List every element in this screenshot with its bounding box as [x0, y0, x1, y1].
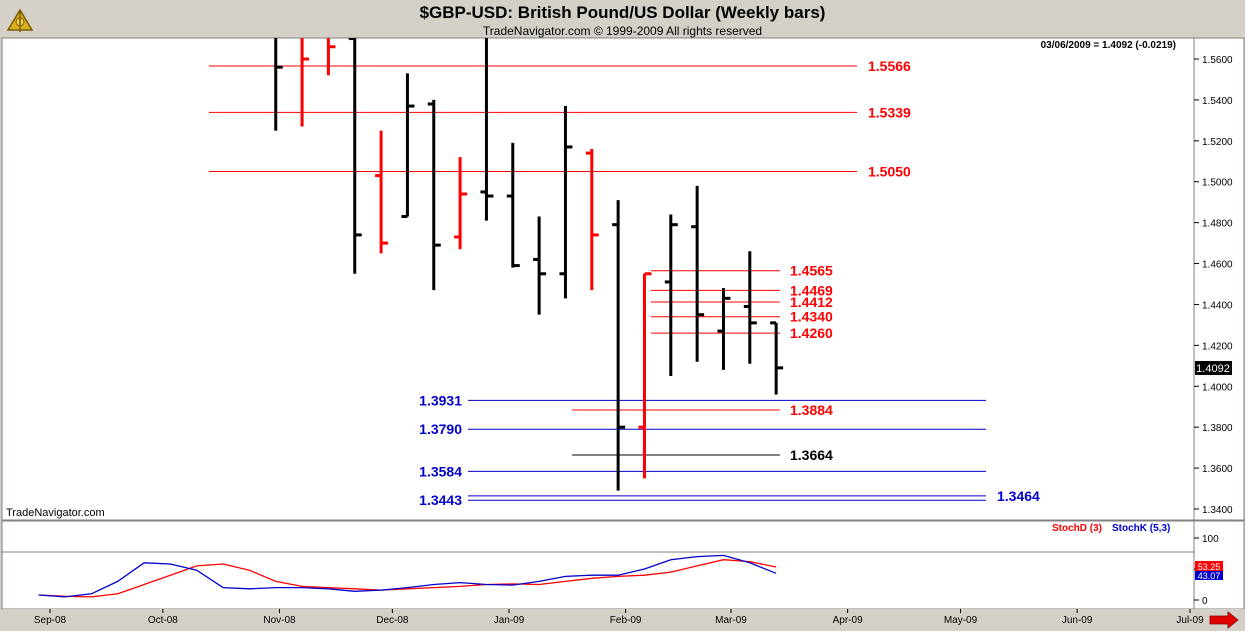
price-tick-label: 1.4600 [1202, 260, 1233, 271]
time-tick-label: May-09 [944, 615, 978, 626]
time-axis-panel [2, 609, 1244, 630]
stoch-k-value-label: 43.07 [1198, 571, 1221, 581]
chart-title: $GBP-USD: British Pound/US Dollar (Weekl… [419, 3, 826, 22]
price-tick-label: 1.4800 [1202, 219, 1233, 230]
price-level-label: 1.3584 [419, 463, 462, 479]
price-tick-label: 1.4200 [1202, 341, 1233, 352]
stoch-d-line [38, 559, 777, 598]
price-level-label: 1.4340 [790, 309, 833, 325]
price-level-label: 1.3464 [997, 488, 1040, 504]
price-axis: 1.3400 1.3600 1.3800 1.4000 1.4200 1.4400 1.46… [1194, 55, 1233, 516]
arrow-right-icon [1209, 611, 1239, 629]
price-level-label: 1.5566 [868, 58, 911, 74]
price-level-label: 1.4469 [790, 282, 833, 298]
price-tick-label: 1.5000 [1202, 178, 1233, 189]
stoch-k-value-box [1195, 571, 1223, 580]
price-level-label: 1.3664 [790, 447, 833, 463]
price-level-label: 1.3443 [419, 492, 462, 508]
stoch-layer [38, 554, 777, 598]
time-tick-label: Nov-08 [263, 615, 296, 626]
time-tick-label: Jun-09 [1062, 615, 1093, 626]
time-tick-label: Jan-09 [494, 615, 525, 626]
last-price-label: 1.4092 [1196, 363, 1230, 375]
levels-layer: 1.5566 1.5339 1.5050 1.4565 1.44691.44121.43… [209, 58, 1040, 508]
time-tick-label: Feb-09 [610, 615, 642, 626]
stoch-k-legend: StochK (5,3) [1112, 523, 1170, 534]
price-level-label: 1.3931 [419, 392, 462, 408]
price-level-label: 1.5050 [868, 164, 911, 180]
stoch-d-value-label: 53.25 [1198, 562, 1221, 572]
time-tick-label: Jul-09 [1176, 615, 1204, 626]
stoch-d-legend: StochD (3) [1052, 523, 1102, 534]
price-axis-panel [1193, 37, 1245, 521]
price-level-label: 1.5339 [868, 104, 911, 120]
watermark-text: TradeNavigator.com [6, 507, 105, 519]
stoch-tick-label: 100 [1202, 534, 1219, 545]
time-axis: Sep-08 Oct-08 Nov-08 Dec-08 Jan-09 Feb-09 Mar-… [34, 609, 1204, 626]
price-panel[interactable] [1, 37, 1195, 521]
price-level-label: 1.3790 [419, 421, 462, 437]
price-tick-label: 1.4000 [1202, 382, 1233, 393]
stoch-d-value-box [1195, 561, 1223, 571]
price-tick-label: 1.3400 [1202, 505, 1233, 516]
price-level-label: 1.3884 [790, 402, 833, 418]
stoch-panel[interactable] [1, 520, 1195, 610]
time-tick-label: Oct-08 [148, 615, 178, 626]
price-level-label: 1.4565 [790, 263, 833, 279]
price-level-label: 1.4260 [790, 325, 833, 341]
price-tick-label: 1.5600 [1202, 55, 1233, 66]
copyright-subtitle: TradeNavigator.com © 1999-2009 All right… [482, 24, 763, 38]
price-tick-label: 1.3800 [1202, 423, 1233, 434]
info-readout: 03/06/2009 = 1.4092 (-0.0219) [1041, 40, 1176, 51]
time-tick-label: Dec-08 [376, 615, 409, 626]
price-tick-label: 1.5400 [1202, 96, 1233, 107]
price-level-label: 1.4412 [790, 294, 833, 310]
price-tick-label: 1.5200 [1202, 137, 1233, 148]
scroll-right-button[interactable] [1205, 611, 1239, 629]
stoch-tick-label: 0 [1202, 596, 1208, 607]
sextant-logo-icon [6, 8, 34, 32]
price-tick-label: 1.4400 [1202, 300, 1233, 311]
last-price-box [1195, 361, 1232, 375]
time-tick-label: Mar-09 [715, 615, 747, 626]
time-tick-label: Apr-09 [833, 615, 863, 626]
time-tick-label: Sep-08 [34, 615, 67, 626]
stoch-k-line [38, 554, 777, 598]
price-tick-label: 1.3600 [1202, 464, 1233, 475]
ohlc-bars [274, 38, 784, 491]
bars-layer [274, 38, 784, 491]
title-bar: $GBP-USD: British Pound/US Dollar (Weekl… [0, 0, 1245, 38]
